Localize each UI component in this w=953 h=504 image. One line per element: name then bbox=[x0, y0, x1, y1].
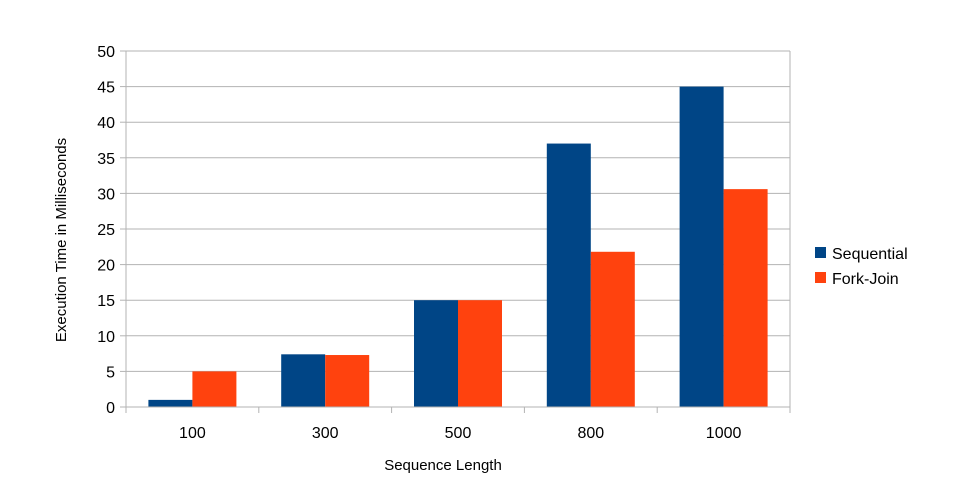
y-axis-title: Execution Time in Milliseconds bbox=[53, 138, 70, 342]
x-tick-label: 800 bbox=[577, 425, 604, 442]
x-tick-label: 100 bbox=[179, 425, 206, 442]
bar-sequential-300 bbox=[281, 354, 326, 407]
bar-fork-join-500 bbox=[458, 300, 502, 407]
legend-label: Fork-Join bbox=[832, 271, 899, 288]
y-tick-label: 25 bbox=[97, 222, 115, 239]
tick-labels: 0 5 10 15 20 25 30 35 40 45 50 100 300 500 800 1000 bbox=[97, 44, 741, 442]
bar-fork-join-300 bbox=[325, 355, 370, 407]
axes bbox=[120, 50, 791, 413]
y-tick-label: 5 bbox=[106, 364, 115, 381]
legend-swatch bbox=[815, 272, 826, 283]
y-tick-label: 10 bbox=[97, 329, 115, 346]
y-tick-label: 15 bbox=[97, 293, 115, 310]
bar-fork-join-100 bbox=[192, 371, 237, 407]
bar-sequential-100 bbox=[148, 399, 193, 407]
y-tick-label: 0 bbox=[106, 400, 115, 417]
bar-sequential-500 bbox=[414, 300, 458, 407]
x-tick-label: 1000 bbox=[706, 425, 742, 442]
x-axis-title: Sequence Length bbox=[384, 457, 502, 474]
legend-swatch bbox=[815, 247, 826, 258]
y-tick-label: 50 bbox=[97, 44, 115, 61]
legend-label: Sequential bbox=[832, 246, 908, 263]
bar-sequential-1000 bbox=[679, 86, 724, 407]
y-tick-label: 45 bbox=[97, 80, 115, 97]
x-tick-label: 500 bbox=[445, 425, 472, 442]
bar-sequential-800 bbox=[546, 143, 591, 407]
y-tick-label: 40 bbox=[97, 115, 115, 132]
y-tick-label: 20 bbox=[97, 258, 115, 275]
x-tick-label: 300 bbox=[312, 425, 339, 442]
bars bbox=[148, 86, 768, 407]
bar-fork-join-1000 bbox=[723, 189, 768, 407]
gridlines bbox=[126, 50, 790, 408]
bar-fork-join-800 bbox=[590, 251, 635, 407]
y-tick-label: 35 bbox=[97, 151, 115, 168]
legend: Sequential Fork-Join bbox=[815, 246, 908, 288]
y-tick-label: 30 bbox=[97, 186, 115, 203]
